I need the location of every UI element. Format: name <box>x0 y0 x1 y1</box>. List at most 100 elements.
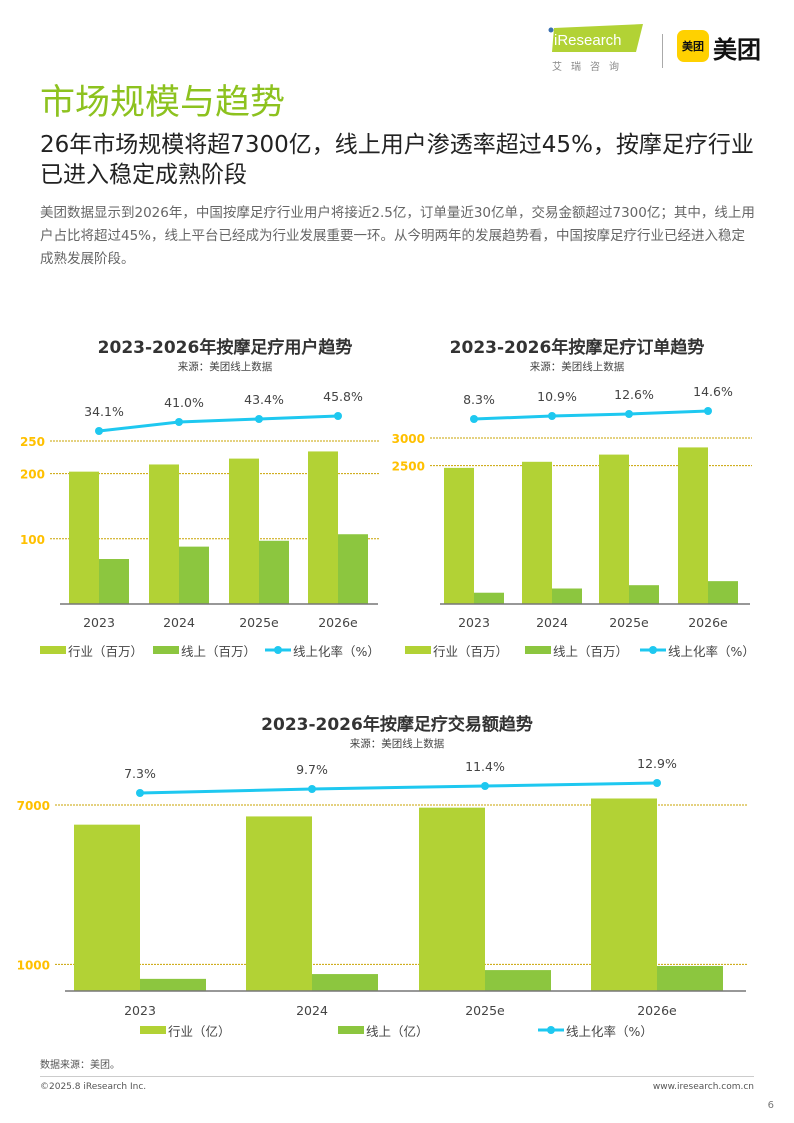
x-tick-label: 2024 <box>296 1003 328 1018</box>
bar-industry-2024 <box>149 464 179 604</box>
bar-industry-2023 <box>444 467 474 604</box>
rate-point-2025e <box>481 782 489 790</box>
legend-swatch-online <box>525 646 551 654</box>
rate-point-2025e <box>625 410 633 418</box>
x-tick-label: 2024 <box>163 615 195 630</box>
chart-title: 2023-2026年按摩足疗交易额趋势 <box>261 714 533 735</box>
legend-marker-rate <box>649 646 657 654</box>
rate-label: 45.8% <box>323 389 363 404</box>
rate-point-2026e <box>653 779 661 787</box>
x-tick-label: 2026e <box>637 1003 677 1018</box>
bar-online-2025e <box>485 970 551 991</box>
y-tick-label: 1000 <box>17 958 50 972</box>
bar-industry-2024 <box>246 816 312 991</box>
y-tick-label: 100 <box>20 533 45 547</box>
page-number: 6 <box>767 1100 774 1111</box>
legend-label-industry: 行业（百万） <box>433 644 508 659</box>
rate-label: 34.1% <box>84 404 124 419</box>
meituan-logo-text: 美团 <box>713 36 761 64</box>
rate-line <box>139 781 658 795</box>
bar-online-2024 <box>179 546 209 604</box>
bar-industry-2023 <box>74 824 140 991</box>
legend-label-online: 线上（百万） <box>553 644 628 659</box>
rate-point-2023 <box>470 415 478 423</box>
logo-divider <box>662 34 663 68</box>
rate-point-2025e <box>255 415 263 423</box>
bar-online-2023 <box>474 592 504 604</box>
x-tick-label: 2023 <box>458 615 490 630</box>
rate-label: 8.3% <box>463 392 495 407</box>
y-tick-label: 200 <box>20 468 45 482</box>
bar-online-2026e <box>708 581 738 604</box>
meituan-logo-icon: 美团 <box>677 30 709 62</box>
bar-industry-2026e <box>308 451 338 604</box>
page-title: 市场规模与趋势 <box>40 83 286 123</box>
bar-industry-2025e <box>229 458 259 604</box>
legend-label-industry: 行业（百万） <box>68 644 143 659</box>
rate-point-2026e <box>704 407 712 415</box>
rate-label: 10.9% <box>537 389 577 404</box>
bar-online-2026e <box>338 534 368 604</box>
bar-industry-2024 <box>522 461 552 604</box>
chart-title: 2023-2026年按摩足疗用户趋势 <box>98 337 353 358</box>
footer-url[interactable]: www.iresearch.com.cn <box>652 1082 754 1092</box>
rate-point-2024 <box>308 785 316 793</box>
bar-online-2023 <box>140 978 206 991</box>
bar-online-2025e <box>629 585 659 604</box>
chart-source: 来源：美团线上数据 <box>530 360 625 373</box>
rate-point-2026e <box>334 412 342 420</box>
legend-marker-rate <box>547 1026 555 1034</box>
bar-online-2023 <box>99 559 129 604</box>
rate-line <box>98 414 339 433</box>
x-tick-label: 2023 <box>83 615 115 630</box>
rate-line <box>473 409 709 421</box>
bar-industry-2025e <box>599 454 629 604</box>
legend-label-rate: 线上化率（%） <box>566 1024 653 1039</box>
x-tick-label: 2025e <box>239 615 279 630</box>
chart-title: 2023-2026年按摩足疗订单趋势 <box>450 337 705 358</box>
bar-industry-2026e <box>678 447 708 604</box>
svg-text:iResearch: iResearch <box>554 32 622 49</box>
legend-label-industry: 行业（亿） <box>168 1024 231 1039</box>
y-tick-label: 2500 <box>392 460 425 474</box>
rate-point-2023 <box>136 789 144 797</box>
x-tick-label: 2026e <box>318 615 358 630</box>
data-source-note: 数据来源：美团。 <box>40 1060 120 1071</box>
legend-label-rate: 线上化率（%） <box>668 644 755 659</box>
rate-point-2024 <box>175 418 183 426</box>
y-tick-label: 7000 <box>17 799 50 813</box>
rate-label: 14.6% <box>693 384 733 399</box>
legend-swatch-industry <box>40 646 66 654</box>
bar-online-2025e <box>259 540 289 604</box>
bar-online-2026e <box>657 965 723 991</box>
x-tick-label: 2025e <box>609 615 649 630</box>
y-tick-label: 250 <box>20 435 45 449</box>
rate-label: 9.7% <box>296 762 328 777</box>
rate-label: 7.3% <box>124 766 156 781</box>
iresearch-logo: iResearch <box>548 24 643 52</box>
x-tick-label: 2025e <box>465 1003 505 1018</box>
iresearch-logo-subtitle: 艾瑞咨询 <box>552 62 628 73</box>
legend-label-rate: 线上化率（%） <box>293 644 380 659</box>
legend-swatch-industry <box>405 646 431 654</box>
bar-industry-2026e <box>591 798 657 991</box>
bar-online-2024 <box>552 588 582 604</box>
legend-swatch-industry <box>140 1026 166 1034</box>
bar-industry-2023 <box>69 471 99 604</box>
rate-label: 12.9% <box>637 756 677 771</box>
legend-label-online: 线上（亿） <box>366 1024 429 1039</box>
legend-marker-rate <box>274 646 282 654</box>
x-tick-label: 2023 <box>124 1003 156 1018</box>
page-subtitle: 26年市场规模将超7300亿，线上用户渗透率超过45%，按摩足疗行业已进入稳定成… <box>40 132 754 188</box>
rate-label: 43.4% <box>244 392 284 407</box>
copyright: ©2025.8 iResearch Inc. <box>40 1082 147 1092</box>
chart-source: 来源：美团线上数据 <box>350 737 445 750</box>
bar-online-2024 <box>312 974 378 991</box>
x-tick-label: 2026e <box>688 615 728 630</box>
legend-label-online: 线上（百万） <box>181 644 256 659</box>
rate-point-2023 <box>95 427 103 435</box>
footer-divider <box>40 1076 754 1077</box>
page-description: 美团数据显示到2026年，中国按摩足疗行业用户将接近2.5亿，订单量近30亿单，… <box>40 205 755 267</box>
x-tick-label: 2024 <box>536 615 568 630</box>
rate-point-2024 <box>548 412 556 420</box>
